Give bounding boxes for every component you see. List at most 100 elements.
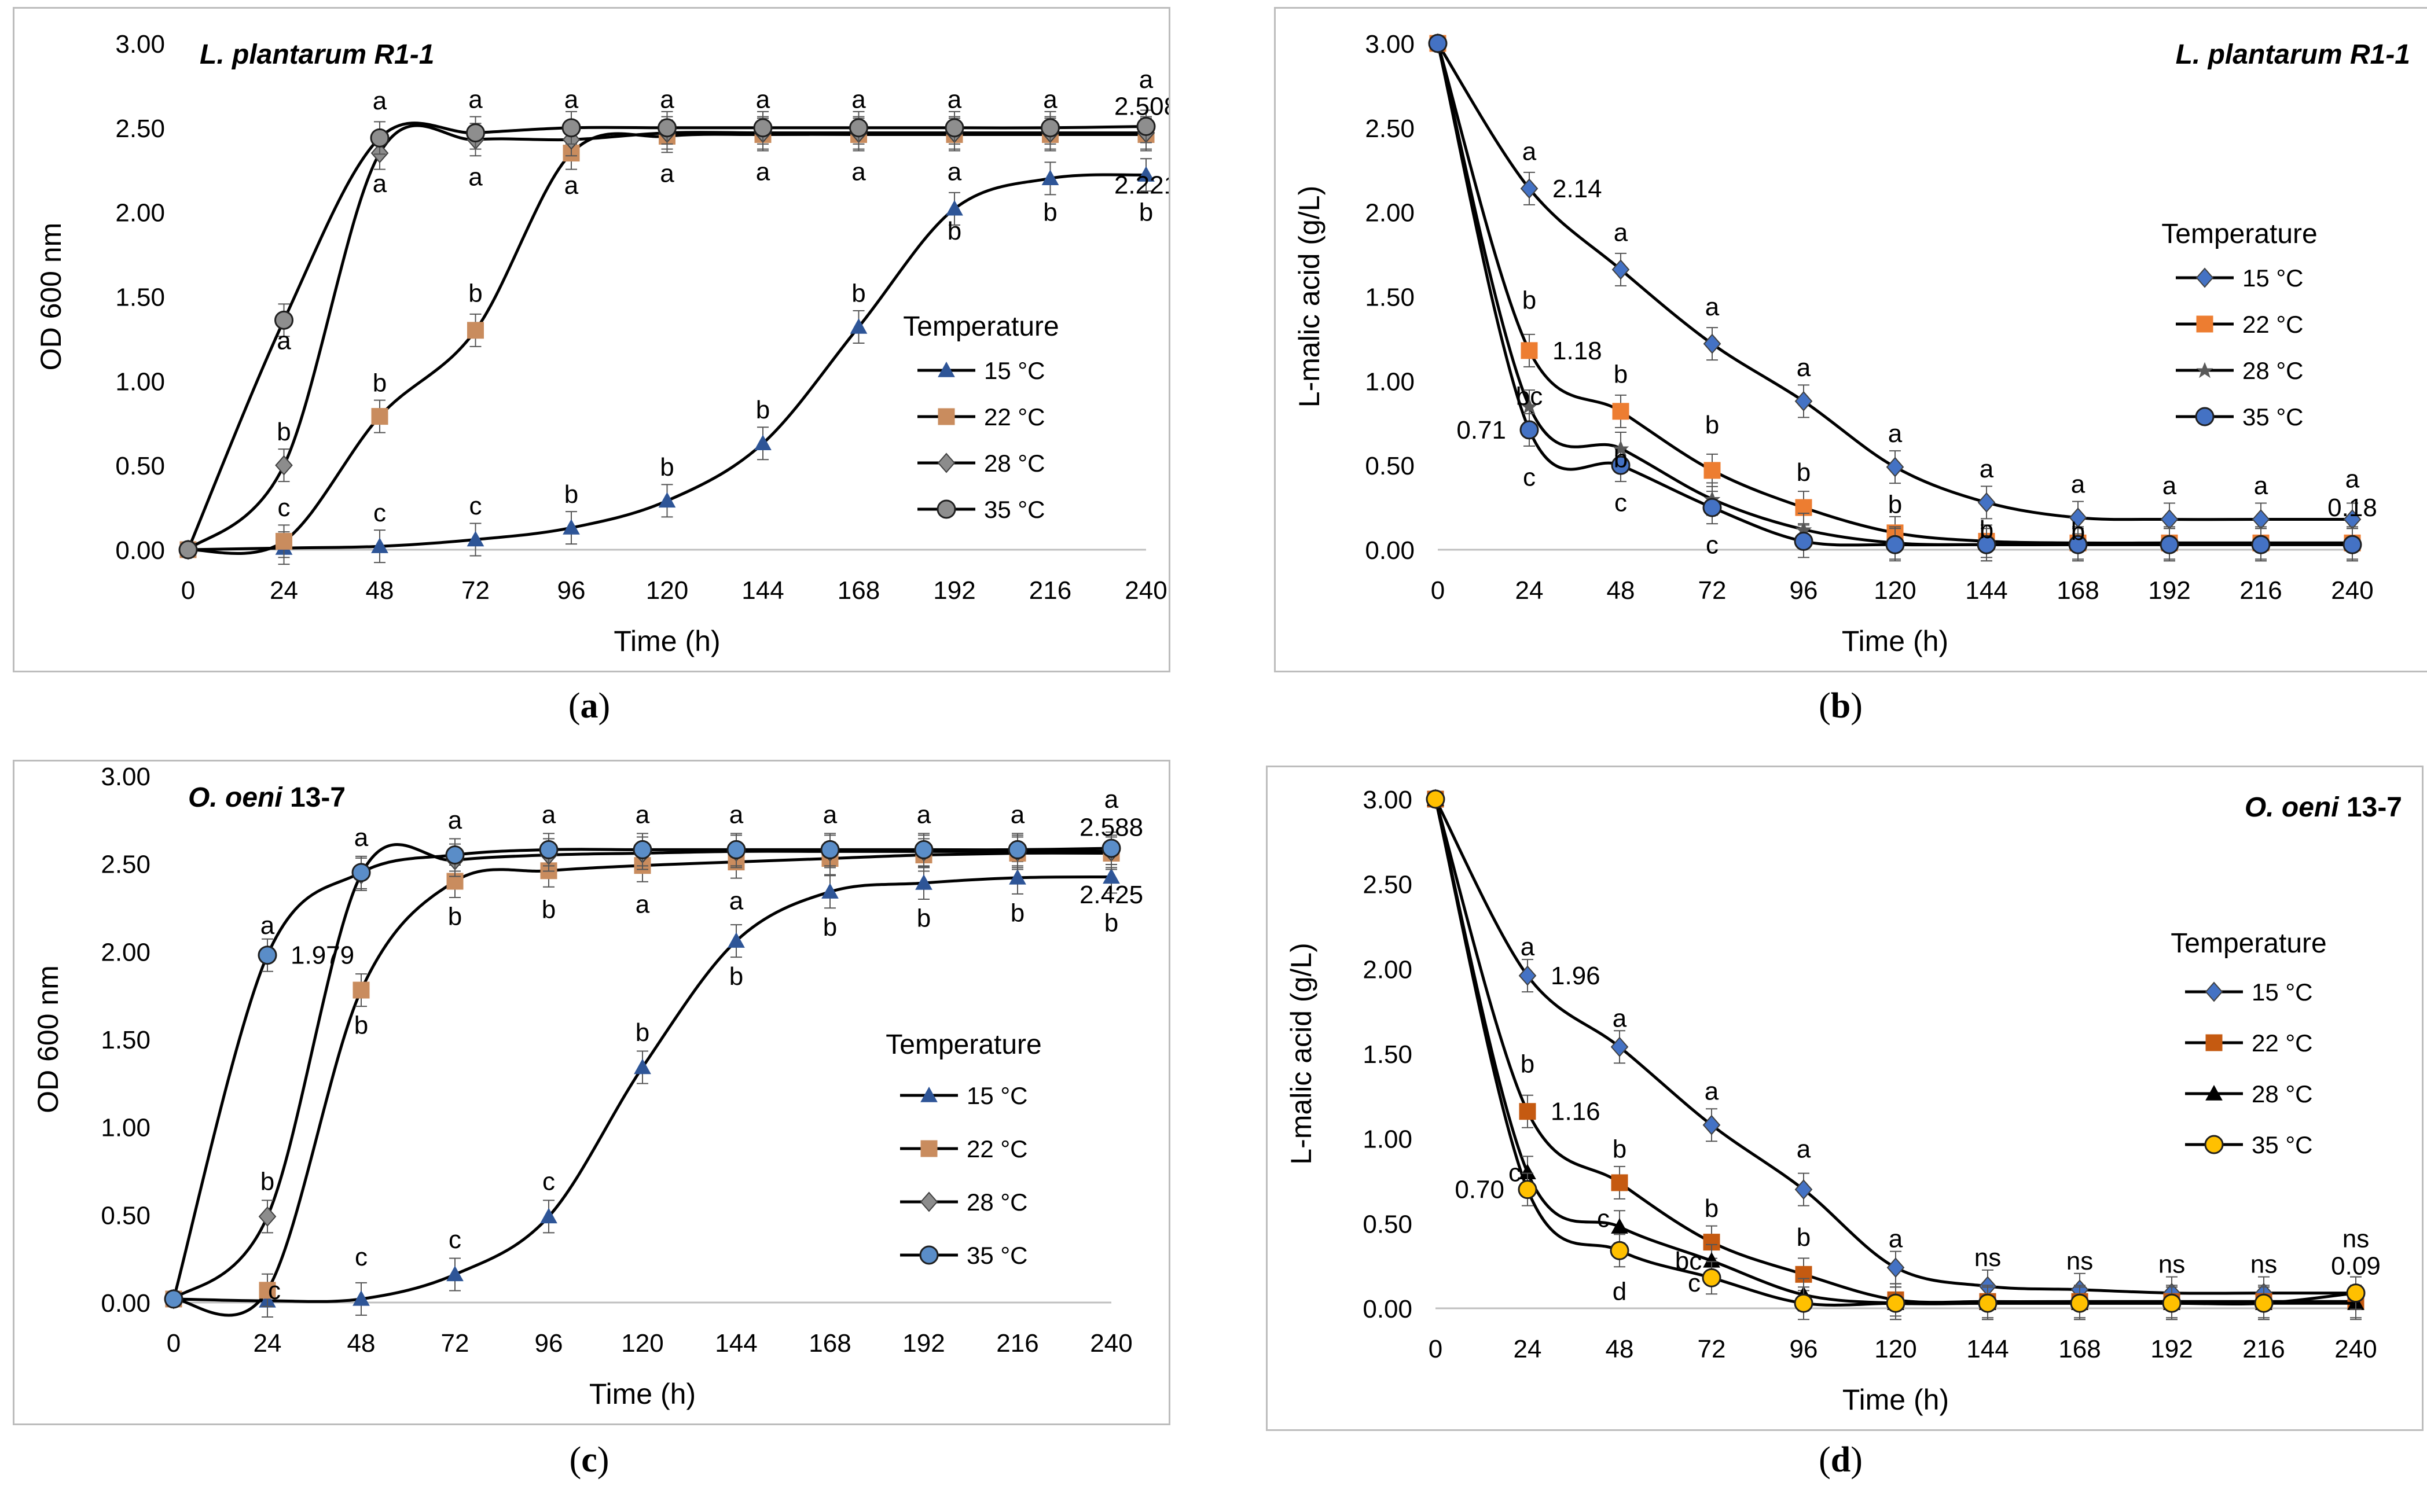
- point-label: a: [917, 801, 931, 829]
- legend-marker: [938, 361, 955, 377]
- point-label: b: [660, 453, 674, 481]
- data-point: [1611, 1174, 1628, 1191]
- point-label: a: [2071, 470, 2085, 498]
- x-tick-label: 0: [181, 576, 195, 605]
- point-label: 2.425: [1080, 881, 1143, 909]
- data-point: [258, 1206, 277, 1227]
- point-label: c: [469, 492, 482, 520]
- y-tick-label: 1.00: [1365, 367, 1415, 396]
- x-tick-label: 120: [1874, 576, 1916, 605]
- data-point: [1137, 166, 1155, 182]
- data-point: [1611, 455, 1631, 475]
- data-point: [2162, 1293, 2182, 1313]
- point-label: 2.508: [1114, 93, 1170, 121]
- legend: Temperature 15 °C 22 °C 28 °C 35 °C: [2161, 219, 2317, 431]
- x-tick-label: 120: [621, 1329, 663, 1358]
- y-tick-label: 1.50: [101, 1026, 150, 1054]
- data-point: [1520, 178, 1539, 199]
- point-label: b: [636, 1018, 649, 1047]
- y-tick-label: 2.50: [115, 115, 165, 143]
- y-axis: 0.00 0.50 1.00 1.50 2.00 2.50 3.00: [115, 30, 165, 565]
- legend-marker: [2195, 267, 2214, 288]
- data-point: [820, 840, 840, 859]
- point-label: c: [1706, 531, 1719, 559]
- y-axis-title: OD 600 nm: [35, 223, 67, 371]
- point-label: a: [729, 886, 744, 915]
- y-tick-label: 2.50: [101, 851, 150, 879]
- legend-label: 28 °C: [2242, 357, 2304, 384]
- point-label: b: [729, 962, 743, 991]
- point-label: b: [448, 903, 462, 931]
- legend-marker: [2204, 1135, 2224, 1154]
- data-point: [1041, 170, 1059, 186]
- chart-title-space: [282, 782, 290, 813]
- legend-marker: [2195, 407, 2215, 426]
- data-point: [1519, 420, 1539, 440]
- legend-marker: [920, 1191, 938, 1212]
- legend-label: 28 °C: [2252, 1080, 2313, 1108]
- point-label: a: [1705, 1077, 1719, 1106]
- data-point: [275, 455, 293, 476]
- x-tick-label: 192: [933, 576, 975, 605]
- y-axis-title: L-malic acid (g/L): [1293, 186, 1326, 407]
- value-label: 0.70: [1455, 1176, 1504, 1204]
- x-tick-label: 0: [1431, 576, 1445, 605]
- x-axis-title: Time (h): [1842, 625, 1948, 657]
- data-point: [446, 1265, 464, 1282]
- point-label: c: [1614, 488, 1627, 517]
- data-point: [946, 200, 963, 216]
- x-tick-label: 0: [1429, 1335, 1442, 1363]
- data-point: [1610, 1036, 1629, 1057]
- data-point: [164, 1289, 183, 1309]
- x-tick-label: 96: [1790, 1335, 1818, 1363]
- y-axis: 0.00 0.50 1.00 1.50 2.00 2.50 3.00: [1363, 786, 1412, 1323]
- point-label: ns: [2342, 1225, 2369, 1253]
- point-label: b: [1613, 1135, 1626, 1163]
- point-label: a: [564, 171, 579, 200]
- series-line: [186, 122, 1147, 550]
- data-point: [466, 123, 485, 143]
- y-tick-label: 1.50: [115, 284, 165, 312]
- data-point: [1977, 535, 1996, 554]
- data-point: [371, 408, 388, 425]
- x-tick-label: 24: [1515, 576, 1544, 605]
- data-point: [1611, 259, 1630, 280]
- point-label: c: [449, 1226, 461, 1254]
- legend-label: 22 °C: [984, 403, 1045, 431]
- x-tick-label: 168: [809, 1329, 851, 1358]
- point-label: a: [1043, 85, 1058, 113]
- data-point: [2068, 535, 2088, 554]
- value-label: 0.71: [1456, 416, 1506, 444]
- data-point: [754, 435, 772, 450]
- data-point: [1008, 840, 1027, 859]
- data-point: [1794, 531, 1813, 551]
- data-point: [1885, 535, 1905, 554]
- series-3: [1426, 789, 2366, 1320]
- point-label: b: [1705, 1194, 1719, 1223]
- point-label: b: [1797, 1223, 1811, 1252]
- point-label: b: [823, 913, 837, 941]
- data-point: [1794, 1179, 1813, 1200]
- point-label: a: [1104, 785, 1119, 814]
- point-label: c: [373, 499, 386, 527]
- value-label: 1.979: [291, 941, 354, 970]
- data-point: [1886, 1293, 1905, 1313]
- x-tick-label: 120: [1874, 1335, 1916, 1363]
- data-point: [276, 532, 292, 550]
- point-label: a: [1139, 65, 1154, 94]
- chart-title-italic: O. oeni: [2245, 792, 2340, 823]
- point-label: c: [1688, 1269, 1701, 1297]
- point-label: a: [1980, 455, 1994, 483]
- legend-label: 28 °C: [984, 450, 1045, 477]
- data-point: [1978, 1293, 1998, 1313]
- point-label: c: [542, 1168, 555, 1196]
- point-label: a: [1613, 1004, 1627, 1032]
- point-label: a: [1705, 293, 1720, 321]
- point-label: a: [636, 890, 650, 918]
- legend-label: 15 °C: [2242, 264, 2304, 292]
- x-tick-label: 96: [1790, 576, 1818, 605]
- series-3: [1428, 34, 2362, 562]
- x-axis: 0 24 48 72 96 120 144 168 192 216 240: [181, 576, 1167, 605]
- point-label: b: [1104, 908, 1118, 937]
- point-label: b: [373, 369, 387, 397]
